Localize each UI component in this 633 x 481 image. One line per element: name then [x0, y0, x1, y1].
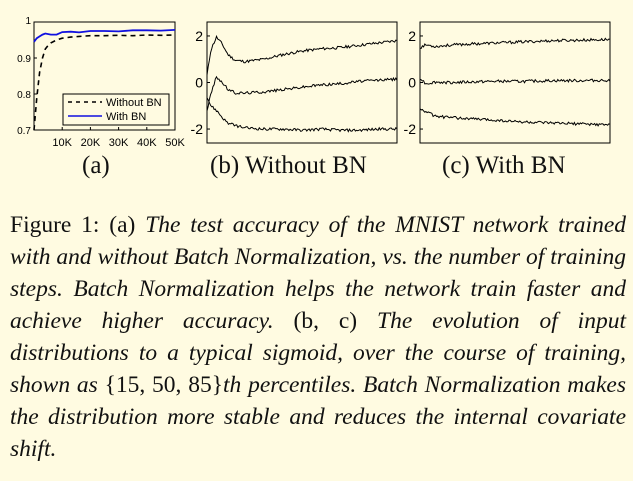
caption-part-a-marker: (a): [109, 212, 136, 238]
figure-caption: Figure 1: (a) The test accuracy of the M…: [10, 209, 626, 465]
y-tick-label: 0.7: [17, 126, 31, 137]
caption-part-bc-text-1: The evolution of input distributions to …: [10, 308, 626, 398]
percentile-line-2: [206, 97, 398, 133]
y-tick-label: 2: [408, 28, 416, 44]
y-tick-label: 1: [25, 16, 31, 27]
figure-plots: 10K 20K 30K 40K 50K 0.7 0.8 0.9 1 Without BN Wit…: [17, 16, 611, 149]
caption-part-bc-marker: (b, c): [293, 308, 358, 334]
panel-c-label: (c) With BN: [442, 152, 566, 179]
panel-a-legend: Without BN With BN: [62, 93, 170, 126]
panel-c-plot: 2 0 -2: [404, 21, 611, 144]
percentile-line-2: [419, 108, 611, 127]
y-tick-label: 0: [408, 75, 416, 91]
y-tick-label: 0.8: [17, 90, 31, 101]
legend-with-bn-label: With BN: [106, 111, 146, 123]
caption-percentiles: {15, 50, 85}: [104, 372, 224, 398]
panel-a-plot: 10K 20K 30K 40K 50K 0.7 0.8 0.9 1 Without BN Wit…: [17, 16, 185, 149]
caption-part-bc-text-2: th percentiles. Batch Normalization make…: [10, 372, 626, 462]
y-tick-label: 0.9: [17, 54, 31, 65]
percentile-line-0: [419, 37, 611, 49]
caption-part-a-text: The test accuracy of the MNIST network t…: [10, 212, 627, 334]
legend-without-bn-label: Without BN: [106, 97, 162, 109]
panel-b-plot: 2 0 -2: [191, 21, 398, 144]
y-tick-label: -2: [191, 121, 204, 137]
series-line-1: [33, 29, 176, 43]
caption-figure-label: Figure 1:: [10, 212, 100, 238]
percentile-line-0: [206, 34, 398, 76]
y-tick-label: -2: [404, 121, 417, 137]
series-line-0: [33, 34, 176, 131]
x-tick-label: 30K: [109, 137, 129, 149]
x-tick-label: 20K: [81, 137, 101, 149]
panel-a-axes-box: [33, 21, 176, 131]
y-tick-label: 0: [195, 75, 203, 91]
panel-a-label: (a): [82, 152, 110, 179]
percentile-line-1: [206, 75, 398, 112]
panel-b-label: (b) Without BN: [210, 152, 367, 179]
percentile-line-1: [419, 78, 611, 85]
x-tick-label: 40K: [137, 137, 157, 149]
x-tick-label: 50K: [165, 137, 185, 149]
y-tick-label: 2: [195, 28, 203, 44]
x-tick-label: 10K: [52, 137, 72, 149]
